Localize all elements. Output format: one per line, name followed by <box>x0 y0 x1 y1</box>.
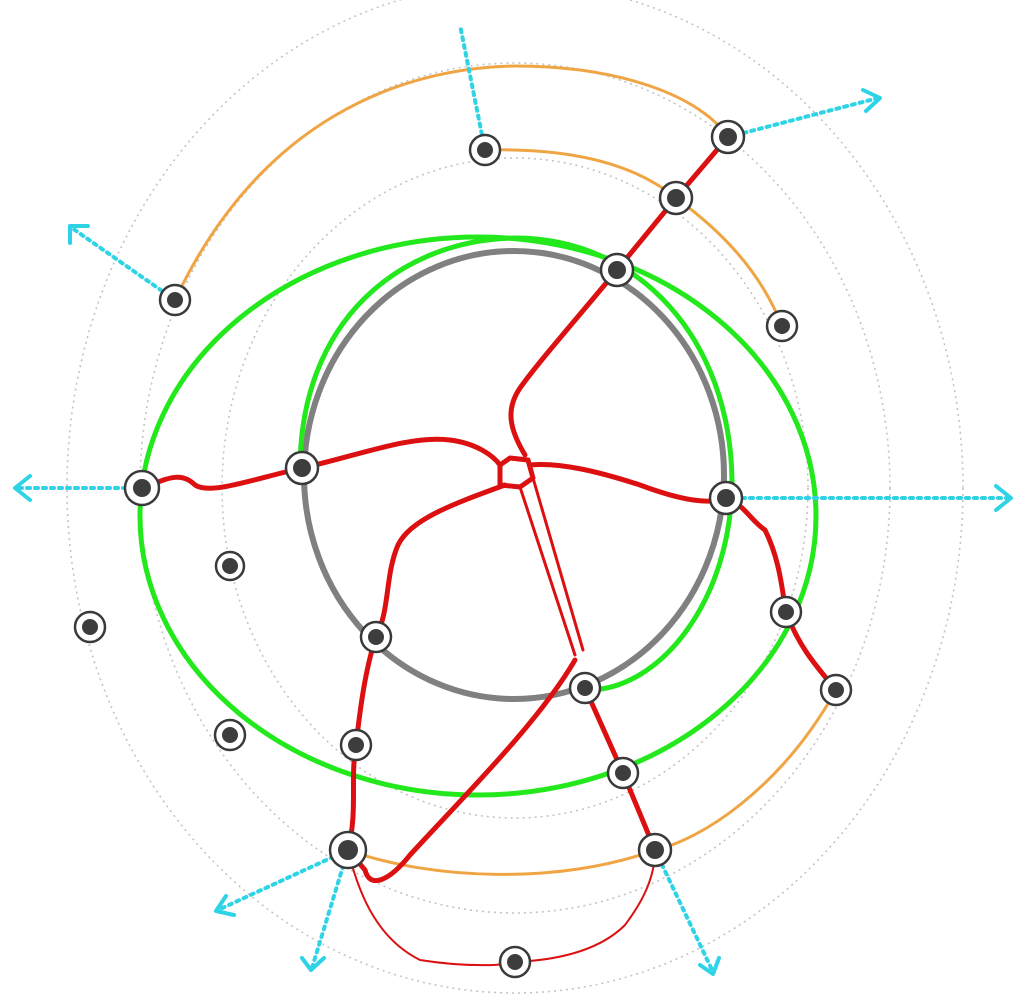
station-icon <box>769 595 803 629</box>
spur-northwest <box>70 226 177 302</box>
guide-circle-middle <box>139 62 891 914</box>
route-south-long <box>345 657 578 884</box>
station-icon <box>214 550 246 582</box>
station-icon <box>468 133 502 167</box>
station-dot <box>577 680 593 696</box>
station-icon <box>158 283 192 317</box>
route-west <box>139 436 503 491</box>
route-south-loop <box>347 849 656 967</box>
station-dot <box>293 459 311 477</box>
station-dot <box>82 619 98 635</box>
station-dot <box>477 142 493 158</box>
station-icon <box>73 610 107 644</box>
station-icon <box>123 469 161 507</box>
spur-northeast <box>726 96 880 139</box>
orange-ring-arc-bottom <box>347 689 838 876</box>
station-icon <box>637 832 673 868</box>
station-dot <box>133 479 151 497</box>
station-icon <box>339 728 373 762</box>
station-icon <box>498 945 532 979</box>
station-dot <box>222 727 238 743</box>
guide-circle-outer <box>66 0 964 994</box>
station-dot <box>615 765 631 781</box>
station-icon <box>599 252 635 288</box>
station-icon <box>658 180 694 216</box>
green-ring-inner-arc <box>297 235 735 693</box>
arrow-icon <box>698 956 721 976</box>
arrow-icon <box>861 88 882 113</box>
spur-south-southwest <box>310 848 350 970</box>
route-northeast <box>508 134 731 458</box>
station-icon <box>819 673 853 707</box>
station-dot <box>338 840 358 860</box>
station-dot <box>778 604 794 620</box>
arrow-icon <box>214 894 236 917</box>
stations <box>73 119 853 979</box>
station-dot <box>348 737 364 753</box>
station-dot <box>828 682 844 698</box>
station-dot <box>167 292 183 308</box>
arrow-icon <box>994 484 1013 512</box>
station-icon <box>568 671 602 705</box>
station-icon <box>284 450 320 486</box>
spur-north <box>458 23 487 152</box>
station-icon <box>765 309 799 343</box>
spur-southwest <box>216 848 350 912</box>
station-icon <box>359 620 393 654</box>
green-ring <box>137 234 819 798</box>
station-dot <box>507 954 523 970</box>
orange-ring-outer-arc <box>173 64 730 301</box>
station-icon <box>708 480 744 516</box>
route-diagonal-a <box>518 485 577 657</box>
station-dot <box>774 318 790 334</box>
red-routes <box>139 134 839 967</box>
arrow-icon <box>13 474 32 502</box>
spur-arrowheads <box>13 88 1013 976</box>
arrow-icon <box>68 224 90 245</box>
station-dot <box>667 189 685 207</box>
arrow-icon <box>300 956 326 972</box>
route-diagonal-b <box>531 476 585 652</box>
spur-south-southeast <box>653 848 715 974</box>
station-dot <box>222 558 238 574</box>
station-icon <box>606 756 640 790</box>
station-icon <box>710 119 746 155</box>
station-dot <box>368 629 384 645</box>
outbound-spurs <box>14 23 1012 974</box>
station-icon <box>328 830 368 870</box>
station-dot <box>719 128 737 146</box>
station-dot <box>608 261 626 279</box>
station-dot <box>717 489 735 507</box>
station-icon <box>213 718 247 752</box>
station-dot <box>646 841 664 859</box>
